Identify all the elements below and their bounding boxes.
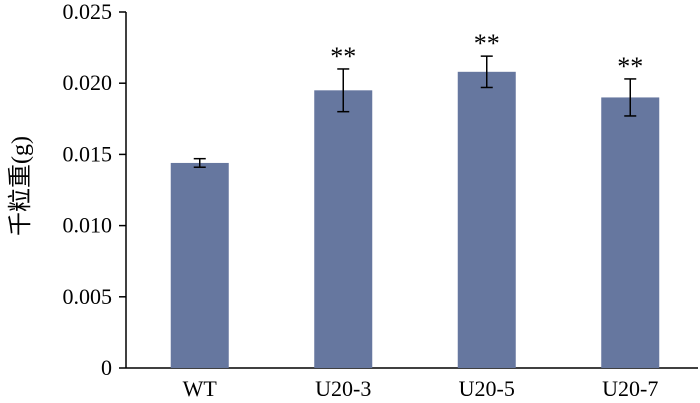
- y-tick-label: 0.025: [63, 0, 113, 24]
- significance-label: **: [330, 42, 356, 71]
- bar: [170, 162, 229, 368]
- x-tick-label: U20-5: [459, 376, 515, 401]
- bar: [314, 90, 373, 368]
- y-axis-label: 千粒重(g): [7, 136, 34, 236]
- y-tick-label: 0.015: [63, 141, 113, 166]
- y-tick-label: 0.020: [63, 70, 113, 95]
- x-tick-label: U20-3: [315, 376, 371, 401]
- bar: [457, 71, 516, 369]
- x-tick-label: U20-7: [602, 376, 658, 401]
- bar: [601, 97, 660, 368]
- plot-area: 0 0.005 0.010 0.015 0.020 0.025 WT U20-3 ** U20-5…: [63, 0, 698, 401]
- significance-label: **: [474, 29, 500, 58]
- y-tick-label: 0: [101, 355, 112, 380]
- x-tick-label: WT: [183, 376, 218, 401]
- significance-label: **: [617, 52, 643, 81]
- y-tick-label: 0.010: [63, 213, 113, 238]
- y-tick-label: 0.005: [63, 284, 113, 309]
